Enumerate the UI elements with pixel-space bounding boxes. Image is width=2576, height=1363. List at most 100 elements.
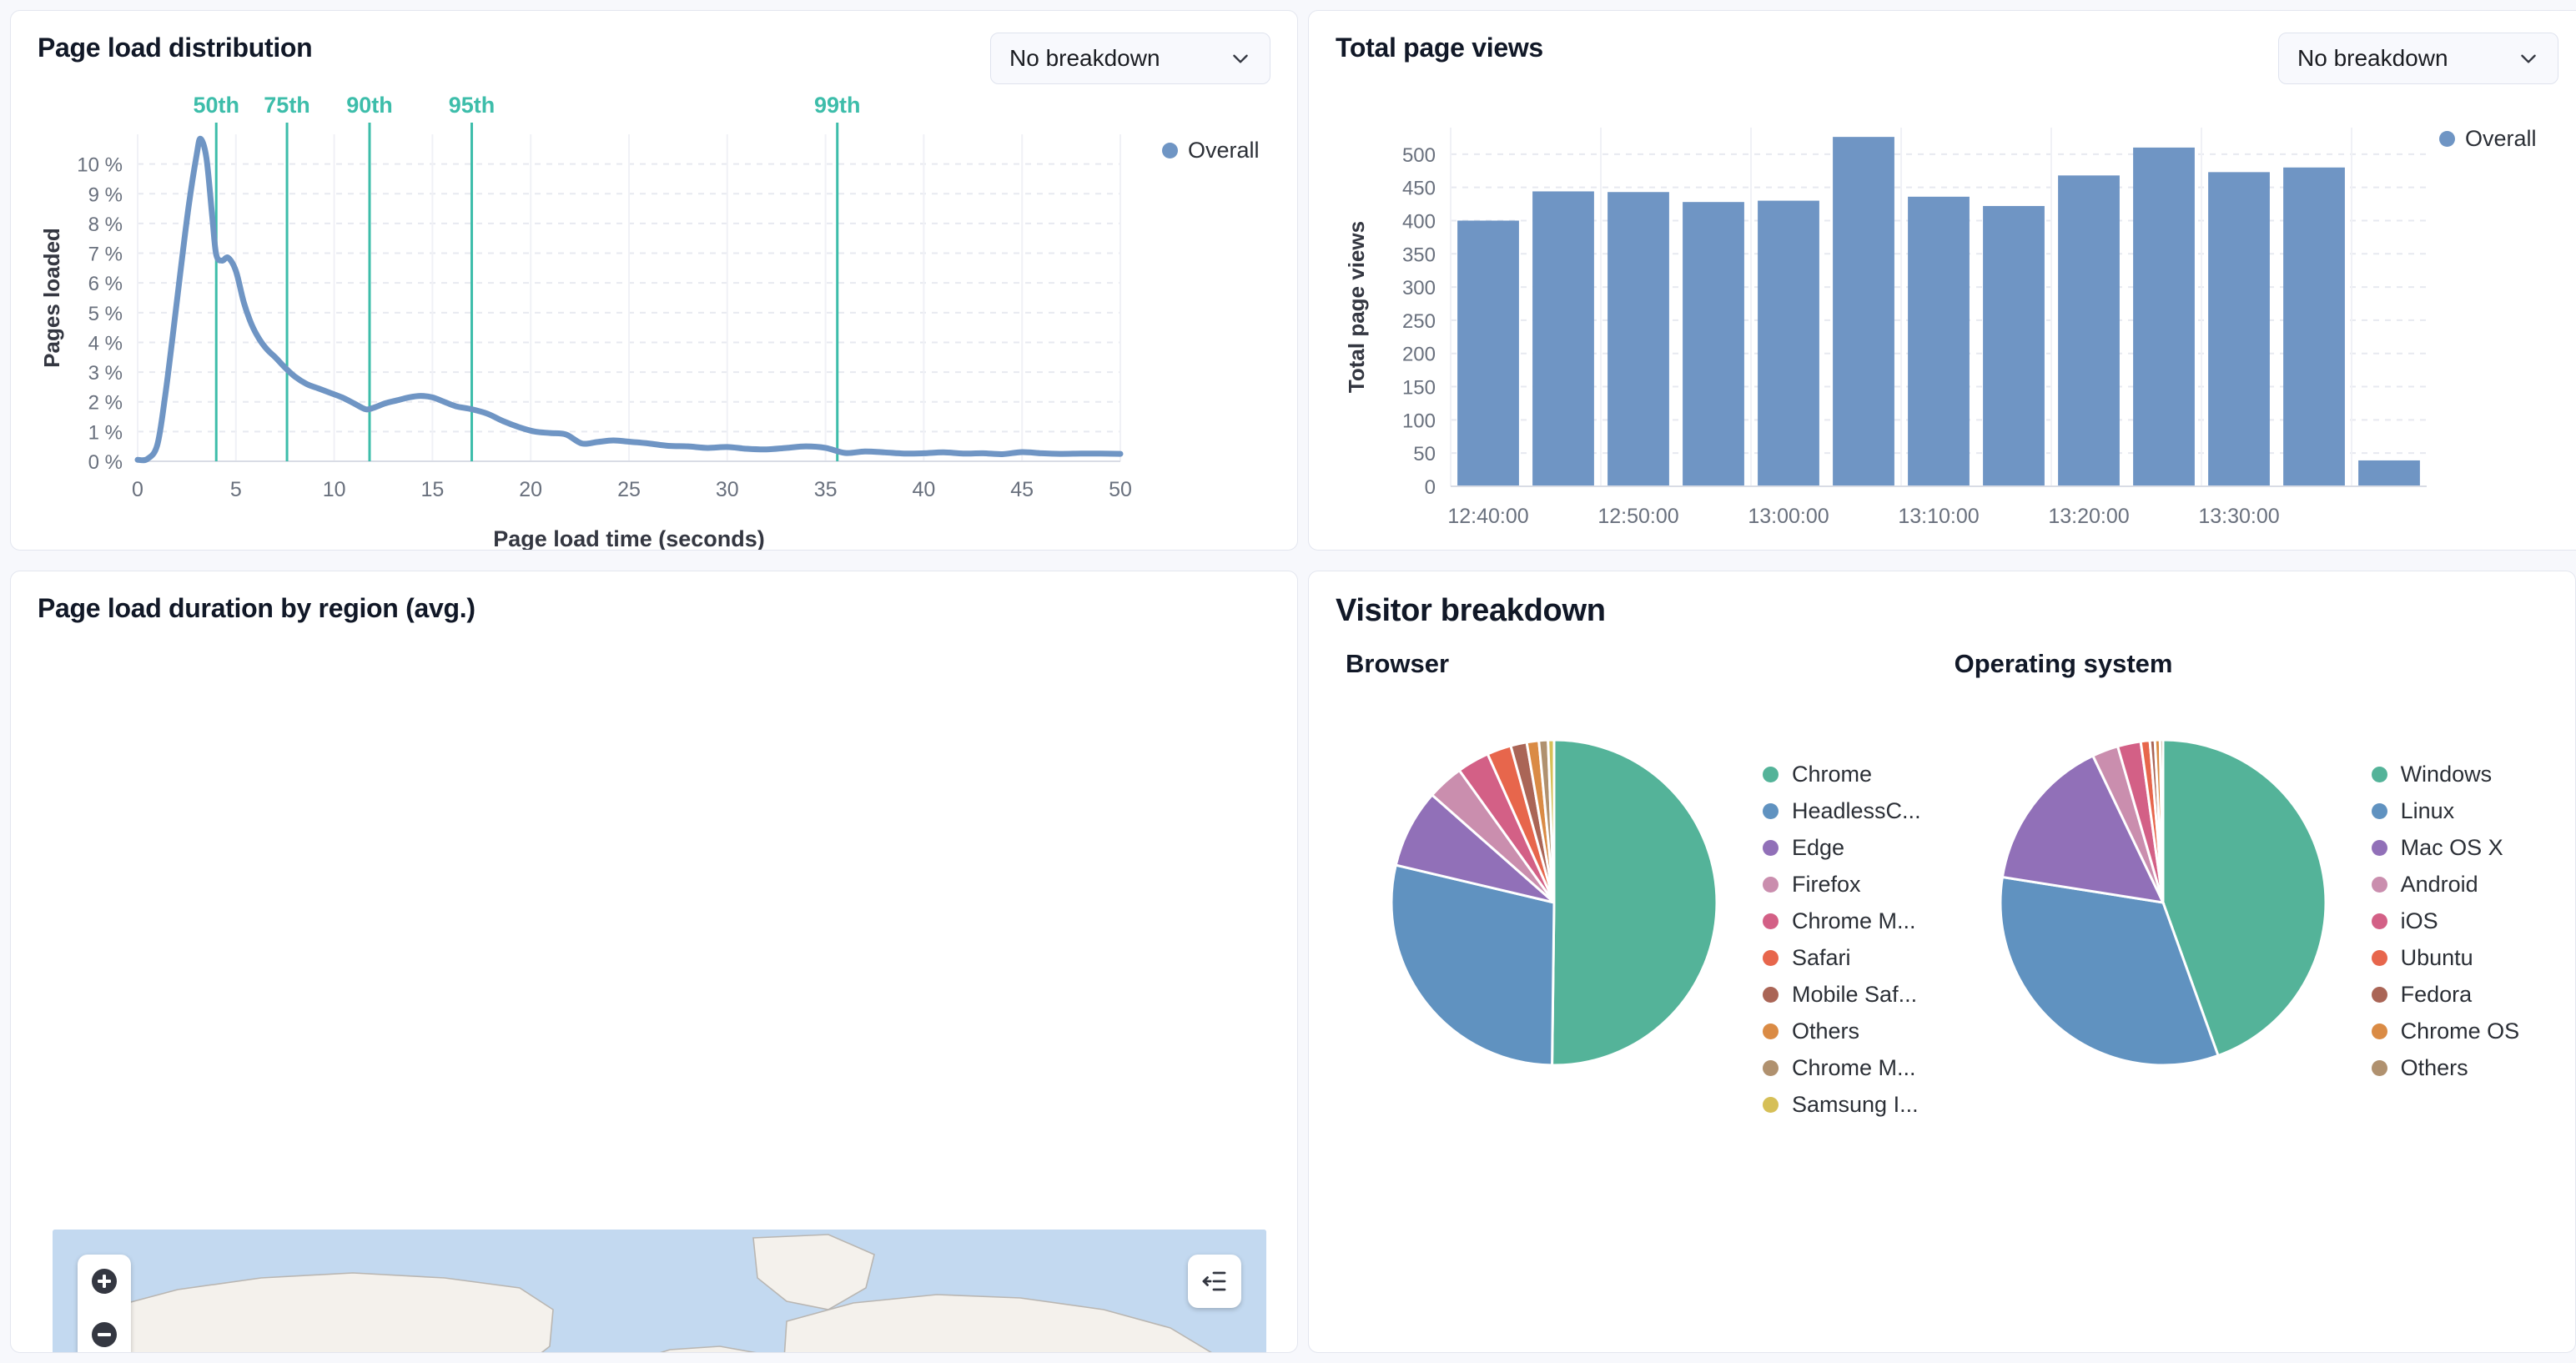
- legend-color-dot: [1763, 766, 1779, 782]
- bar[interactable]: [2133, 147, 2195, 486]
- panel-visitor-breakdown: Visitor breakdown Browser Chrome Headless…: [1308, 571, 2576, 1353]
- legend-color-dot: [2371, 1059, 2387, 1076]
- region-map[interactable]: NORTHAMERICAASIAAFRICASOUTHAMERICAOCEANI…: [53, 1230, 1266, 1352]
- legend-item[interactable]: Chrome M...: [1763, 903, 1921, 939]
- y-tick-label: 0: [1425, 476, 1436, 499]
- breakdown-select-distribution[interactable]: No breakdown: [990, 33, 1270, 84]
- bar[interactable]: [2208, 172, 2270, 486]
- panel-total-page-views: Total page views No breakdown Overall 0 5…: [1308, 10, 2576, 551]
- legend-color-dot: [2371, 839, 2387, 856]
- legend-item[interactable]: HeadlessC...: [1763, 792, 1921, 829]
- bar[interactable]: [1908, 196, 1970, 486]
- y-tick-label: 500: [1402, 144, 1436, 167]
- legend-item[interactable]: iOS: [2371, 903, 2520, 939]
- legend-color-dot: [2371, 802, 2387, 819]
- legend-overall-page-views[interactable]: Overall: [2439, 126, 2537, 152]
- legend-item-label: Windows: [2400, 761, 2493, 787]
- legend-color-dot: [1763, 1023, 1779, 1039]
- legend-item-label: Chrome M...: [1792, 908, 1916, 933]
- legend-item[interactable]: Chrome OS: [2371, 1013, 2519, 1049]
- x-tick-label: 35: [814, 478, 838, 501]
- os-subtitle: Operating system: [1954, 649, 2173, 678]
- browser-legend: Chrome HeadlessC... Edge Firefox Chrome M...…: [1763, 694, 1921, 1123]
- bar[interactable]: [1683, 202, 1744, 486]
- legend-item[interactable]: Fedora: [2371, 976, 2520, 1013]
- pie-slice[interactable]: [1394, 792, 1555, 904]
- percentile-annotation-label: 75th: [264, 94, 310, 118]
- y-tick-label: 50: [1413, 443, 1436, 465]
- pie-slice[interactable]: [2158, 738, 2165, 903]
- y-tick-label: 6 %: [88, 273, 123, 295]
- legend-item[interactable]: Others: [1763, 1013, 1921, 1049]
- panel-header: Visitor breakdown: [1309, 571, 2575, 629]
- legend-color-dot: [2371, 913, 2387, 929]
- bar[interactable]: [2358, 460, 2420, 486]
- legend-color-dot: [2371, 986, 2387, 1003]
- breakdown-select-page-views[interactable]: No breakdown: [2278, 33, 2558, 84]
- legend-item-label: Edge: [1792, 834, 1845, 860]
- y-tick-label: 150: [1402, 377, 1436, 400]
- panel-page-load-duration-by-region: Page load duration by region (avg.) NORT…: [10, 571, 1298, 1353]
- legend-color-dot: [2371, 766, 2387, 782]
- chevron-down-icon: [1233, 54, 1248, 63]
- legend-overall-distribution[interactable]: Overall: [1162, 138, 1260, 163]
- legend-item[interactable]: Edge: [1763, 829, 1921, 866]
- page-title: Visitor breakdown: [1336, 593, 1606, 628]
- x-axis-label: Page load time (seconds): [493, 526, 765, 551]
- legend-item[interactable]: Windows: [2371, 756, 2520, 792]
- bar[interactable]: [2058, 175, 2120, 486]
- y-tick-label: 9 %: [88, 184, 123, 206]
- breakdown-select-value: No breakdown: [1009, 45, 1160, 71]
- y-tick-label: 5 %: [88, 303, 123, 325]
- x-tick-label: 5: [230, 478, 242, 501]
- browser-pie-chart[interactable]: [1346, 694, 1763, 1111]
- y-tick-label: 250: [1402, 310, 1436, 333]
- legend-color-dot: [1763, 949, 1779, 966]
- y-tick-label: 450: [1402, 178, 1436, 200]
- legend-item[interactable]: Android: [2371, 866, 2520, 903]
- legend-item[interactable]: Safari: [1763, 939, 1921, 976]
- legend-item[interactable]: Mobile Saf...: [1763, 976, 1921, 1013]
- pie-slice[interactable]: [1390, 863, 1556, 1067]
- x-tick-label: 50: [1109, 478, 1132, 501]
- y-tick-label: 0 %: [88, 451, 123, 474]
- x-tick-label: 10: [323, 478, 346, 501]
- legend-item[interactable]: Chrome M...: [1763, 1049, 1921, 1086]
- pie-slice[interactable]: [1547, 738, 1556, 903]
- legend-item[interactable]: Mac OS X: [2371, 829, 2520, 866]
- legend-item[interactable]: Chrome: [1763, 756, 1921, 792]
- y-tick-label: 2 %: [88, 392, 123, 415]
- legend-item[interactable]: Others: [2371, 1049, 2520, 1086]
- y-tick-label: 300: [1402, 277, 1436, 299]
- bar[interactable]: [2283, 167, 2345, 486]
- legend-item[interactable]: Samsung I...: [1763, 1086, 1921, 1123]
- bar-chart: 0 50 100 150 200 250 300 350 400 450 500 12:40:00 12…: [1344, 128, 2427, 528]
- legend-toggle-button[interactable]: [1188, 1255, 1241, 1308]
- legend-item[interactable]: Linux: [2371, 792, 2520, 829]
- pie-slice[interactable]: [2000, 754, 2166, 904]
- bar[interactable]: [1833, 137, 1894, 487]
- page-title: Total page views: [1336, 33, 1543, 63]
- legend-item-label: iOS: [2400, 908, 2438, 933]
- pie-slice[interactable]: [1999, 875, 2220, 1067]
- bar[interactable]: [1607, 192, 1669, 487]
- zoom-out-button[interactable]: [78, 1308, 131, 1352]
- legend-item[interactable]: Firefox: [1763, 866, 1921, 903]
- legend-item-label: HeadlessC...: [1792, 797, 1921, 823]
- bar[interactable]: [1983, 205, 2045, 487]
- minus-circle-icon: [92, 1322, 117, 1347]
- legend-color-dot: [1763, 1096, 1779, 1113]
- bar[interactable]: [1457, 220, 1519, 486]
- zoom-in-button[interactable]: [78, 1255, 131, 1308]
- panel-page-load-distribution: Page load distribution No breakdown Over…: [10, 10, 1298, 551]
- os-pie-chart[interactable]: [1955, 694, 2372, 1111]
- legend-item-label: Others: [1792, 1018, 1860, 1044]
- legend-item-label: Mac OS X: [2400, 834, 2503, 860]
- bar[interactable]: [1758, 200, 1819, 486]
- pie-slice[interactable]: [1551, 738, 1718, 1067]
- legend-color-dot: [1763, 986, 1779, 1003]
- legend-item-label: Mobile Saf...: [1792, 981, 1918, 1007]
- bar[interactable]: [1532, 191, 1594, 486]
- legend-item[interactable]: Ubuntu: [2371, 939, 2520, 976]
- pie-slice[interactable]: [2161, 738, 2327, 1058]
